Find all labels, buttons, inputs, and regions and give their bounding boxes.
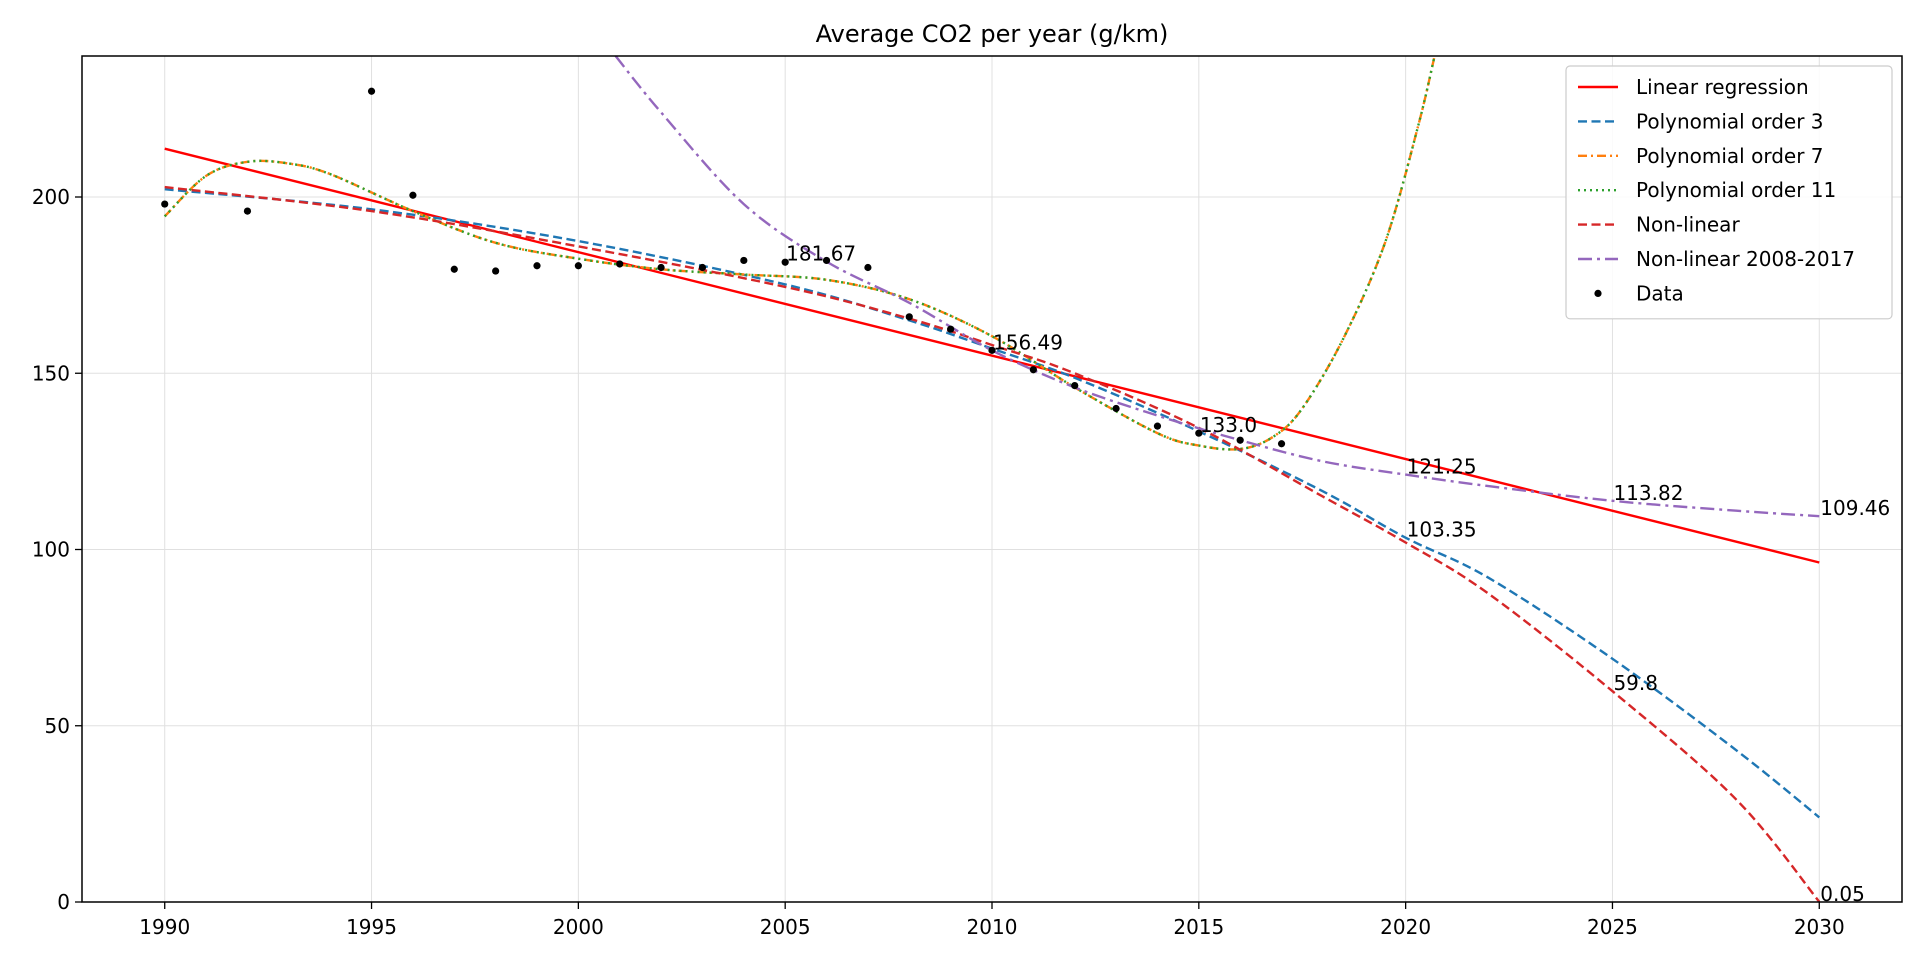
series-layer (163, 56, 1821, 902)
data-point (740, 256, 748, 265)
series-line-nonlinear2008 (614, 56, 1820, 518)
data-point (409, 191, 417, 199)
y-tick-label: 0 (57, 890, 70, 914)
chart-title: Average CO2 per year (g/km) (816, 20, 1169, 48)
data-point (864, 263, 872, 272)
data-point (616, 260, 624, 268)
data-point (698, 263, 707, 272)
data-point (1195, 429, 1203, 437)
legend-marker-data (1594, 289, 1602, 297)
data-label: 181.67 (786, 242, 856, 266)
x-tick-label: 2005 (760, 915, 811, 939)
data-point (1029, 366, 1037, 374)
data-point (450, 265, 458, 273)
y-tick-label: 200 (32, 185, 70, 209)
legend-label: Polynomial order 7 (1636, 144, 1824, 168)
data-point (657, 263, 665, 272)
data-label: 109.46 (1820, 496, 1890, 520)
x-tick-label: 2000 (553, 915, 604, 939)
series-line-poly3 (164, 188, 1821, 819)
legend-label: Data (1636, 281, 1684, 305)
y-tick-label: 50 (45, 714, 70, 738)
y-tick-label: 150 (32, 361, 70, 385)
y-tick-label: 100 (32, 538, 70, 562)
data-points (161, 87, 1286, 448)
data-point (161, 200, 169, 208)
data-point (988, 346, 996, 354)
data-point (533, 262, 541, 270)
annotations: 181.67 156.49 133.0 121.25 103.35 113.82 59.8 1… (786, 242, 1890, 906)
data-label: 113.82 (1613, 481, 1683, 505)
data-point (1277, 440, 1286, 448)
data-point (574, 262, 582, 270)
series-line-nonlinear (164, 185, 1821, 902)
x-tick-label: 2025 (1587, 915, 1638, 939)
legend-label: Polynomial order 3 (1636, 109, 1824, 133)
legend-label: Polynomial order 11 (1636, 178, 1836, 202)
data-point (492, 267, 500, 275)
data-point (1236, 436, 1244, 444)
data-point (947, 325, 955, 333)
data-point (367, 87, 376, 95)
data-point (781, 258, 789, 266)
data-point (1153, 422, 1162, 430)
data-point (822, 256, 831, 265)
data-point (905, 313, 913, 321)
data-label: 103.35 (1407, 518, 1477, 542)
data-label: 133.0 (1200, 413, 1257, 437)
legend-label: Linear regression (1636, 75, 1809, 99)
x-tick-label: 1990 (139, 915, 190, 939)
x-tick-label: 2010 (967, 915, 1018, 939)
legend-label: Non-linear 2008-2017 (1636, 247, 1855, 271)
axes: 1990 1995 2000 2005 2010 2015 2020 2025 2030 0 50 1… (32, 185, 1845, 939)
x-tick-label: 1995 (346, 915, 397, 939)
data-point (1112, 404, 1120, 413)
series-line-poly11 (163, 56, 1436, 451)
data-label: 121.25 (1407, 455, 1477, 479)
data-label: 59.8 (1613, 671, 1658, 695)
legend-label: Non-linear (1636, 213, 1740, 237)
data-point (1071, 381, 1079, 390)
x-tick-label: 2020 (1380, 915, 1431, 939)
x-tick-label: 2015 (1173, 915, 1224, 939)
data-point (243, 207, 252, 215)
legend-box (1565, 65, 1893, 320)
data-label: 156.49 (993, 330, 1063, 354)
legend: Linear regression Polynomial order 3 Polyn… (1565, 65, 1893, 320)
x-tick-label: 2030 (1794, 915, 1845, 939)
